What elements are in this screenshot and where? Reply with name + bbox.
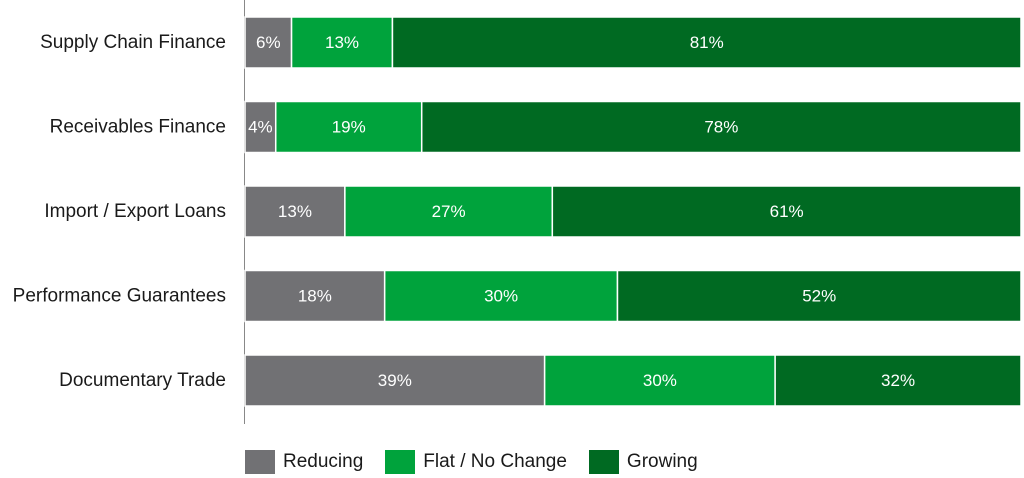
value-label-documentary-trade-growing: 32% — [881, 371, 915, 390]
bar-receivables-finance-growing — [420, 100, 1022, 154]
value-label-receivables-finance-reducing: 4% — [248, 118, 273, 137]
bar-documentary-trade-flat-no-change — [543, 354, 776, 407]
value-label-import-export-loans-reducing: 13% — [278, 202, 312, 221]
bar-supply-chain-finance-flat-no-change — [290, 16, 394, 69]
value-label-supply-chain-finance-growing: 81% — [690, 33, 724, 52]
bar-supply-chain-finance-growing — [391, 16, 1022, 69]
bar-performance-guarantees-reducing — [244, 269, 386, 323]
value-label-import-export-loans-growing: 61% — [770, 202, 804, 221]
legend-swatch-flat — [385, 450, 416, 474]
value-label-receivables-finance-growing: 78% — [704, 118, 738, 137]
bar-import-export-loans-growing — [551, 185, 1022, 238]
legend-item-reducing: Reducing — [245, 450, 363, 474]
value-label-performance-guarantees-growing: 52% — [802, 287, 836, 306]
value-label-documentary-trade-reducing: 39% — [378, 371, 412, 390]
value-label-import-export-loans-flat-no-change: 27% — [432, 202, 466, 221]
category-label-supply-chain-finance: Supply Chain Finance — [40, 32, 226, 53]
category-label-performance-guarantees: Performance Guarantees — [13, 286, 226, 307]
legend-swatch-growing — [588, 450, 619, 474]
category-label-receivables-finance: Receivables Finance — [50, 117, 226, 138]
value-label-documentary-trade-flat-no-change: 30% — [643, 371, 677, 390]
bar-performance-guarantees-flat-no-change — [383, 269, 619, 323]
bar-documentary-trade-reducing — [244, 354, 546, 407]
legend-label-reducing: Reducing — [283, 451, 364, 472]
legend: Reducing Flat / No Change Growing — [245, 450, 720, 474]
category-label-import-export-loans: Import / Export Loans — [44, 201, 226, 222]
legend-swatch-reducing — [245, 450, 275, 474]
legend-item-growing: Growing — [588, 450, 698, 474]
value-label-performance-guarantees-flat-no-change: 30% — [484, 287, 518, 306]
bar-documentary-trade-growing — [774, 354, 1022, 407]
category-label-documentary-trade: Documentary Trade — [59, 370, 226, 391]
value-label-supply-chain-finance-reducing: 6% — [256, 33, 281, 52]
value-label-performance-guarantees-reducing: 18% — [298, 287, 332, 306]
bar-performance-guarantees-growing — [616, 269, 1022, 323]
value-label-supply-chain-finance-flat-no-change: 13% — [325, 33, 359, 52]
legend-label-growing: Growing — [626, 451, 698, 472]
value-label-receivables-finance-flat-no-change: 19% — [332, 118, 366, 137]
legend-label-flat: Flat / No Change — [423, 451, 567, 472]
stacked-bar-chart: Supply Chain Finance 6% 13% 81% Receivables … — [13, 0, 1022, 424]
legend-item-flat: Flat / No Change — [385, 450, 567, 474]
